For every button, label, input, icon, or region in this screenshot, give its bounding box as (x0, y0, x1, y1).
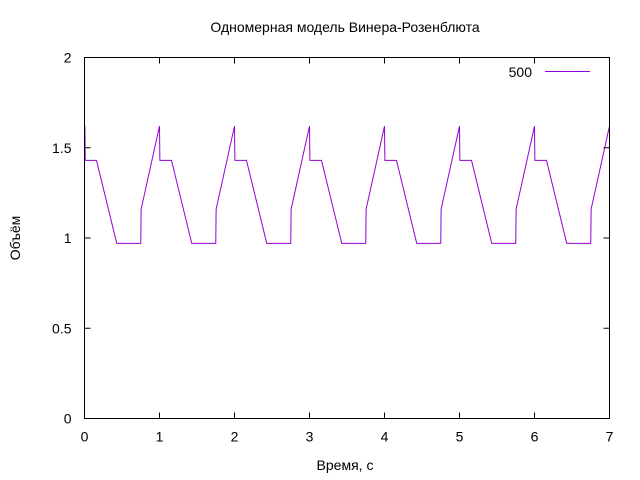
y-tick-label: 0.5 (52, 320, 72, 336)
x-tick-label: 6 (531, 429, 539, 445)
series-line-500 (84, 125, 610, 244)
axes: 0 1 2 3 4 5 6 7 0 0.5 1 1.5 2 (52, 50, 614, 445)
y-tick-label: 2 (64, 50, 72, 66)
x-tick-label: 1 (156, 429, 164, 445)
y-tick-label: 1 (64, 230, 72, 246)
x-tick-label: 4 (381, 429, 389, 445)
x-tick-label: 5 (456, 429, 464, 445)
legend-label-500: 500 (509, 64, 533, 80)
y-axis-label: Объём (7, 216, 23, 261)
x-tick-label: 0 (81, 429, 89, 445)
x-tick-label: 2 (231, 429, 239, 445)
y-tick-label: 0 (64, 411, 72, 427)
y-tick-label: 1.5 (52, 140, 72, 156)
x-axis-label: Время, с (317, 457, 374, 473)
series-group (84, 125, 610, 244)
x-tick-label: 7 (606, 429, 614, 445)
chart-title: Одномерная модель Винера-Розенблюта (210, 19, 479, 35)
legend: 500 (509, 64, 590, 80)
plot-frame (84, 57, 610, 419)
x-tick-label: 3 (306, 429, 314, 445)
